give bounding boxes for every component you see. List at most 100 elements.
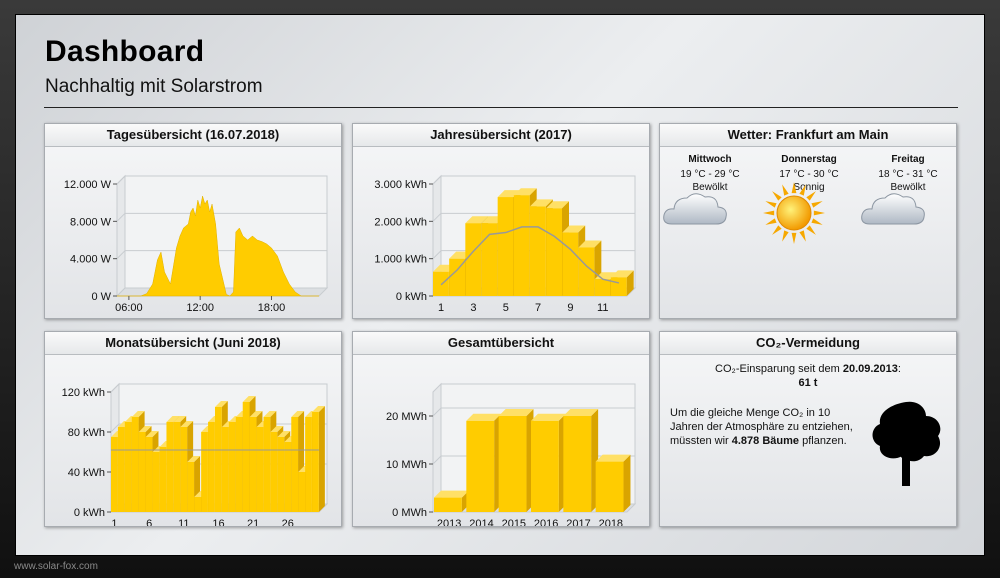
- yearly-trend-line: [440, 226, 620, 286]
- sun-ray: [806, 191, 816, 201]
- weather-condition: Bewölkt: [890, 182, 926, 193]
- y-tick-label: 0 W: [91, 291, 111, 303]
- co2-since-label: CO₂-Einsparung seit dem: [715, 363, 840, 375]
- monthly-bar-30: [312, 406, 325, 512]
- x-tick-label: 16: [212, 518, 224, 526]
- dashboard-screen: Dashboard Nachhaltig mit Solarstrom Tage…: [15, 14, 985, 556]
- y-tick-label: 8.000 W: [70, 216, 112, 228]
- sun-ray: [799, 184, 806, 196]
- gridline: [432, 407, 442, 417]
- sun-ray: [806, 225, 816, 235]
- y-tick-label: 120 kWh: [62, 387, 105, 399]
- yearly-chart: 0 kWh 1.000 kWh 2.000 kWh 3.000 kWh 1 3 5 7 9 11: [374, 174, 637, 314]
- weather-day-name: Mittwoch: [688, 154, 732, 165]
- x-tick-label: 1: [111, 518, 117, 526]
- sun-ray: [811, 201, 823, 208]
- yearly-bar-12: [610, 270, 634, 296]
- gridline: [116, 250, 126, 260]
- sun-ray: [772, 191, 782, 201]
- chart-side-wall: [116, 174, 126, 298]
- total-bar-2016: [531, 413, 566, 512]
- daily-overview-title: Tagesübersicht (16.07.2018): [45, 124, 341, 147]
- co2-amount: 61 t: [798, 377, 818, 389]
- y-tick-label: 20 MWh: [386, 411, 427, 423]
- weather-temp: 19 °C - 29 °C: [680, 169, 740, 180]
- x-tick-label: 2017: [566, 518, 590, 526]
- co2-tree-text-2: pflanzen.: [802, 435, 847, 447]
- page-subtitle: Nachhaltig mit Solarstrom: [45, 76, 263, 97]
- x-tick-label: 2014: [469, 518, 493, 526]
- weather-day-thursday: Donnerstag 17 °C - 30 °C Sonnig: [759, 154, 859, 244]
- sun-ray: [772, 225, 782, 235]
- co2-panel: CO₂-Vermeidung CO₂-Einsparung seit dem 2…: [659, 331, 957, 527]
- weather-day-name: Freitag: [891, 154, 925, 165]
- x-tick-label: 26: [282, 518, 294, 526]
- y-tick-label: 40 kWh: [68, 467, 105, 479]
- yearly-overview-panel: Jahresübersicht (2017) 0 kWh 1.000 kWh 2.0…: [352, 123, 650, 319]
- gridline: [432, 175, 442, 185]
- co2-tree-count: 4.878 Bäume: [731, 435, 800, 447]
- weather-panel: Wetter: Frankfurt am Main Mittwoch 19 °C…: [659, 123, 957, 319]
- total-bar-2015: [498, 409, 534, 512]
- weather-title: Wetter: Frankfurt am Main: [660, 124, 956, 147]
- tree-icon: [872, 401, 941, 486]
- x-tick-label: 11: [178, 518, 189, 526]
- x-tick-label: 1: [438, 302, 444, 314]
- y-tick-label: 1.000 kWh: [374, 254, 427, 266]
- footer-url: www.solar-fox.com: [14, 561, 98, 572]
- y-tick-label: 10 MWh: [386, 459, 427, 471]
- sun-ray: [811, 218, 823, 225]
- sun-ray: [813, 210, 825, 216]
- y-tick-label: 0 MWh: [392, 507, 427, 519]
- co2-tree-text-1: Um die gleiche Menge CO₂ in 10 Jahren de…: [670, 407, 853, 447]
- y-tick-label: 80 kWh: [68, 427, 105, 439]
- monthly-overview-panel: Monatsübersicht (Juni 2018) 0 kWh 40 kWh 8…: [44, 331, 342, 527]
- y-tick-label: 3.000 kWh: [374, 179, 427, 191]
- total-overview-panel: Gesamtübersicht 0 MWh 10 MWh 20 MWh 2013 201…: [352, 331, 650, 527]
- header-divider: [44, 107, 958, 108]
- sun-ray: [765, 201, 777, 208]
- page-title: Dashboard: [45, 35, 205, 68]
- sun-icon: [763, 182, 825, 244]
- x-tick-label: 9: [567, 302, 573, 314]
- total-bar-2018: [595, 454, 631, 512]
- x-tick-label: 6: [146, 518, 152, 526]
- weather-temp: 17 °C - 30 °C: [779, 169, 839, 180]
- co2-title: CO₂-Vermeidung: [660, 332, 956, 355]
- y-tick-label: 2.000 kWh: [374, 216, 427, 228]
- sun-ray: [791, 182, 797, 194]
- gridline: [432, 455, 442, 465]
- daily-power-area: [117, 195, 319, 297]
- weather-condition: Bewölkt: [692, 182, 728, 193]
- gridline: [432, 250, 442, 260]
- yearly-overview-title: Jahresübersicht (2017): [353, 124, 649, 147]
- y-tick-label: 12.000 W: [64, 179, 112, 191]
- total-bar-2017: [563, 409, 599, 512]
- monthly-overview-title: Monatsübersicht (Juni 2018): [45, 332, 341, 355]
- weather-day-friday: Freitag 18 °C - 31 °C Bewölkt: [858, 154, 958, 225]
- daily-overview-panel: Tagesübersicht (16.07.2018) 0 W 4.000 W 8.…: [44, 123, 342, 319]
- x-tick-label: 7: [535, 302, 541, 314]
- x-tick-label: 18:00: [258, 302, 286, 314]
- x-tick-label: 11: [597, 302, 608, 314]
- sun-ray: [782, 230, 789, 242]
- x-tick-label: 06:00: [115, 302, 143, 314]
- gridline: [110, 383, 120, 393]
- sun-ray: [791, 232, 797, 244]
- daily-chart: 0 W 4.000 W 8.000 W 12.000 W 06:00 12:00 18:00: [64, 174, 329, 314]
- co2-tree-text: Um die gleiche Menge CO₂ in 10 Jahren de…: [670, 406, 855, 448]
- sun-ray: [782, 184, 789, 196]
- weather-day-wednesday: Mittwoch 19 °C - 29 °C Bewölkt: [660, 154, 760, 225]
- total-chart: 0 MWh 10 MWh 20 MWh 2013 2014 2015 2016 2017 201…: [386, 382, 637, 526]
- x-tick-label: 3: [470, 302, 476, 314]
- gridline: [432, 212, 442, 222]
- y-tick-label: 4.000 W: [70, 254, 112, 266]
- y-tick-label: 0 kWh: [396, 291, 427, 303]
- total-bar-2013: [434, 490, 469, 512]
- gridline: [110, 423, 120, 433]
- co2-since: CO₂-Einsparung seit dem 20.09.2013: 61 t: [670, 362, 946, 390]
- y-tick-label: 0 kWh: [74, 507, 105, 519]
- total-overview-title: Gesamtübersicht: [353, 332, 649, 355]
